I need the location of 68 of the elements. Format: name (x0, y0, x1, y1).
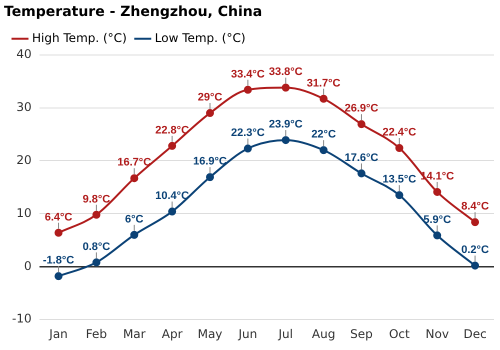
point (54, 228, 63, 237)
data-label: 33.8°C (268, 66, 303, 78)
x-tick-label: Jun (237, 326, 258, 341)
x-tick-label: Oct (388, 326, 410, 341)
data-label: 22.3°C (230, 127, 265, 140)
point (244, 86, 252, 94)
point (282, 136, 290, 144)
x-tick-label: Sep (350, 326, 373, 341)
point (130, 230, 138, 239)
legend-label: High Temp. (°C) (32, 30, 127, 45)
point (395, 191, 404, 200)
data-label: 33.4°C (230, 68, 265, 80)
data-label: 23.9°C (268, 118, 303, 131)
point (433, 188, 442, 196)
y-tick-label: 30 (16, 100, 32, 114)
data-label: 31.7°C (306, 77, 341, 90)
point (92, 258, 100, 266)
data-label: 29°C (198, 92, 222, 104)
point (92, 210, 100, 219)
point (395, 144, 404, 152)
data-label: 13.5°C (382, 174, 416, 186)
point (320, 94, 328, 103)
x-tick-label: Dec (463, 326, 487, 341)
y-tick-label: 20 (16, 152, 32, 167)
point (433, 231, 442, 240)
data-label: 6°C (125, 213, 144, 226)
data-label: 26.9°C (344, 102, 378, 115)
x-tick-label: Jan (48, 326, 68, 341)
x-tick-label: Apr (162, 326, 183, 341)
data-label: 5.9°C (423, 214, 452, 226)
x-tick-label: Feb (86, 326, 108, 341)
data-label: 10.4°C (155, 190, 190, 202)
point (130, 174, 138, 182)
x-tick-label: Nov (425, 326, 449, 341)
y-tick-label: 40 (16, 46, 32, 61)
y-tick-label: 0 (24, 258, 32, 273)
point (168, 142, 176, 150)
x-tick-label: Jul (277, 326, 293, 341)
x-tick-label: Mar (122, 326, 146, 341)
data-label: 22.8°C (155, 124, 190, 136)
data-label: 9.8°C (82, 193, 110, 206)
point (54, 272, 63, 280)
legend-label: Low Temp. (°C) (154, 30, 246, 45)
point (471, 262, 480, 270)
point (320, 146, 328, 154)
data-label: 16.9°C (193, 156, 227, 168)
data-label: 22.4°C (382, 126, 416, 139)
point (206, 109, 214, 118)
point (357, 169, 366, 178)
point (168, 208, 176, 216)
y-tick-label: 10 (16, 206, 32, 220)
data-label: 6.4°C (44, 211, 72, 224)
data-label: 8.4°C (461, 200, 489, 213)
y-tick-label: -10 (12, 312, 32, 326)
data-label: -1.8°C (42, 254, 74, 267)
data-label: 22°C (311, 128, 336, 141)
point (206, 173, 214, 182)
point (244, 144, 252, 153)
data-label: 16.7°C (117, 156, 152, 169)
x-tick-label: Aug (312, 326, 336, 341)
point (282, 84, 290, 92)
data-label: 0.8°C (82, 240, 110, 253)
data-label: 0.2°C (461, 244, 489, 256)
chart-title: Temperature - Zhengzhou, China (4, 4, 262, 20)
point (357, 120, 366, 128)
x-tick-label: May (198, 326, 222, 341)
data-label: 17.6°C (344, 152, 378, 164)
point (471, 218, 480, 226)
